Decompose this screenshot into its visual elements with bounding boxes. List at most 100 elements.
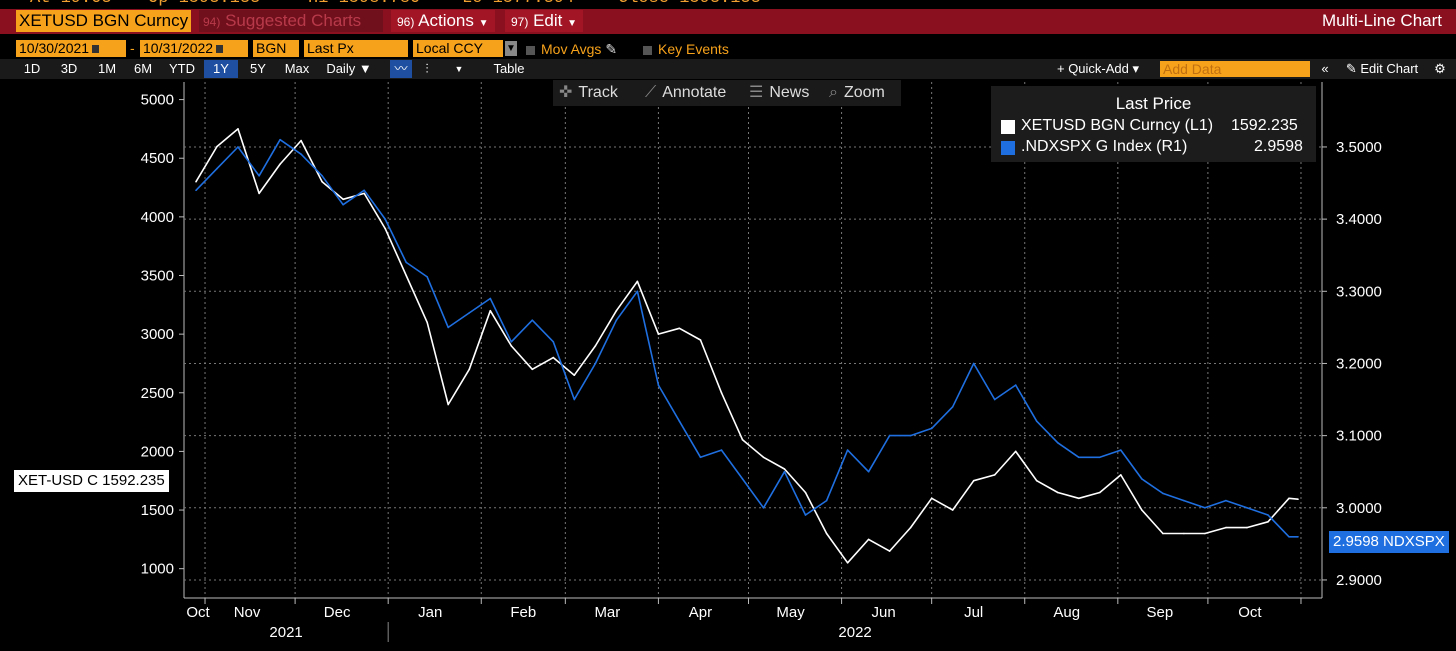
point-ndxspx: [720, 449, 723, 451]
point-xetusd: [972, 479, 975, 482]
year-label: 2021: [269, 624, 302, 641]
chevron-down-icon[interactable]: ▼: [505, 41, 517, 56]
legend-series-value: 1592.235: [1231, 117, 1298, 134]
legend-series-name: XETUSD BGN Curncy (L1): [1021, 117, 1214, 134]
mov-avgs-toggle[interactable]: Mov Avgs ✎: [526, 41, 617, 58]
point-xetusd: [468, 368, 471, 371]
legend-title: Last Price: [1115, 94, 1192, 113]
line-chart-icon[interactable]: 〰: [390, 60, 412, 78]
point-ndxspx: [573, 398, 576, 401]
period-1d[interactable]: 1D: [23, 61, 41, 76]
point-ndxspx: [762, 507, 765, 509]
security-field[interactable]: XETUSD BGN Curncy: [16, 10, 192, 32]
suggested-charts-button[interactable]: 94) Suggested Charts: [199, 10, 383, 32]
period-max[interactable]: Max: [284, 61, 310, 76]
period-5y[interactable]: 5Y: [250, 61, 266, 76]
news-label: News: [769, 84, 810, 101]
collapse-icon[interactable]: «: [1321, 61, 1329, 76]
annotate-tool[interactable]: ⟋ Annotate: [645, 82, 726, 104]
point-xetusd: [909, 526, 912, 529]
news-tool[interactable]: ☰ News: [749, 82, 809, 104]
point-xetusd: [951, 509, 954, 511]
point-xetusd: [762, 456, 765, 459]
gear-icon[interactable]: ⚙: [1434, 61, 1446, 76]
point-xetusd: [930, 497, 933, 500]
point-xetusd: [1204, 532, 1206, 535]
point-xetusd: [804, 491, 807, 494]
x-tick-label: Aug: [1053, 604, 1080, 621]
frequency-select[interactable]: Daily ▼: [326, 61, 372, 76]
point-ndxspx: [426, 276, 429, 278]
bar-chart-icon[interactable]: ⫶: [425, 61, 429, 76]
period-6m[interactable]: 6M: [133, 61, 153, 76]
series-line-ndxspx: [195, 138, 1298, 538]
right-last-value-tag: 2.9598 NDXSPX: [1329, 531, 1449, 553]
end-date-field[interactable]: 10/31/2022: [140, 40, 248, 57]
period-ytd[interactable]: YTD: [169, 61, 195, 76]
pencil-icon[interactable]: ✎: [605, 41, 618, 57]
point-ndxspx: [405, 261, 408, 264]
edit-chart-button[interactable]: ✎ Edit Chart: [1338, 60, 1426, 78]
track-tool[interactable]: ✜ Track: [559, 82, 618, 104]
x-tick-label: Jul: [964, 604, 983, 621]
key-events-toggle[interactable]: Key Events: [643, 41, 729, 57]
left-tick-label: 3500: [141, 268, 174, 285]
point-ndxspx: [1225, 499, 1227, 502]
left-tick-label: 2000: [141, 443, 174, 460]
point-xetusd: [321, 180, 323, 183]
x-tick-label: Nov: [234, 604, 261, 621]
point-ndxspx: [888, 434, 891, 437]
point-ndxspx: [930, 427, 933, 430]
right-tick-label: 3.0000: [1336, 500, 1382, 517]
edit-menu[interactable]: 97) Edit ▼: [505, 10, 584, 32]
point-xetusd: [1078, 497, 1080, 500]
point-xetusd: [636, 280, 639, 283]
quick-add-button[interactable]: + Quick-Add ▾: [1056, 61, 1140, 76]
chevron-down-icon: ▼: [478, 18, 489, 29]
point-ndxspx: [909, 434, 912, 437]
x-tick-label: Apr: [689, 604, 712, 621]
start-date-field[interactable]: 10/30/2021: [16, 40, 126, 57]
calendar-icon[interactable]: [216, 45, 224, 54]
x-tick-label: Oct: [186, 604, 210, 621]
point-ndxspx: [804, 514, 807, 516]
left-tick-label: 1000: [141, 561, 174, 578]
zoom-tool[interactable]: ⌕ Zoom: [829, 82, 885, 104]
point-xetusd: [1183, 532, 1185, 535]
add-data-input[interactable]: Add Data: [1160, 61, 1310, 77]
period-1y[interactable]: 1Y: [204, 60, 238, 78]
point-xetusd: [888, 550, 891, 552]
period-1m[interactable]: 1M: [97, 61, 117, 76]
point-xetusd: [846, 562, 849, 564]
magnifier-icon: ⌕: [829, 84, 838, 101]
point-ndxspx: [468, 312, 471, 314]
table-button[interactable]: Table: [493, 61, 525, 76]
right-tick-label: 3.2000: [1336, 355, 1382, 372]
point-xetusd: [1267, 521, 1269, 523]
field-select[interactable]: Last Px: [304, 40, 408, 57]
chevron-down-icon: ▼: [567, 18, 578, 29]
point-ndxspx: [195, 189, 197, 192]
period-3d[interactable]: 3D: [60, 61, 78, 76]
point-ndxspx: [384, 218, 387, 220]
point-xetusd: [426, 321, 429, 324]
point-xetusd: [552, 356, 555, 359]
point-xetusd: [867, 538, 870, 541]
point-xetusd: [741, 438, 744, 441]
x-tick-label: Feb: [510, 604, 536, 621]
source-field[interactable]: BGN: [253, 40, 299, 57]
chevron-down-icon[interactable]: ▼: [454, 64, 464, 74]
point-xetusd: [447, 403, 450, 406]
point-xetusd: [1120, 474, 1122, 476]
calendar-icon[interactable]: [92, 45, 100, 54]
currency-select[interactable]: Local CCY: [413, 40, 503, 57]
point-ndxspx: [1120, 449, 1122, 451]
point-xetusd: [573, 374, 576, 377]
ticker-high: Hi 1598.780: [308, 0, 420, 8]
point-ndxspx: [300, 153, 302, 155]
point-xetusd: [678, 327, 681, 330]
point-ndxspx: [1099, 456, 1101, 459]
point-ndxspx: [531, 319, 534, 322]
point-xetusd: [405, 274, 408, 277]
actions-menu[interactable]: 96) Actions ▼: [391, 10, 495, 32]
